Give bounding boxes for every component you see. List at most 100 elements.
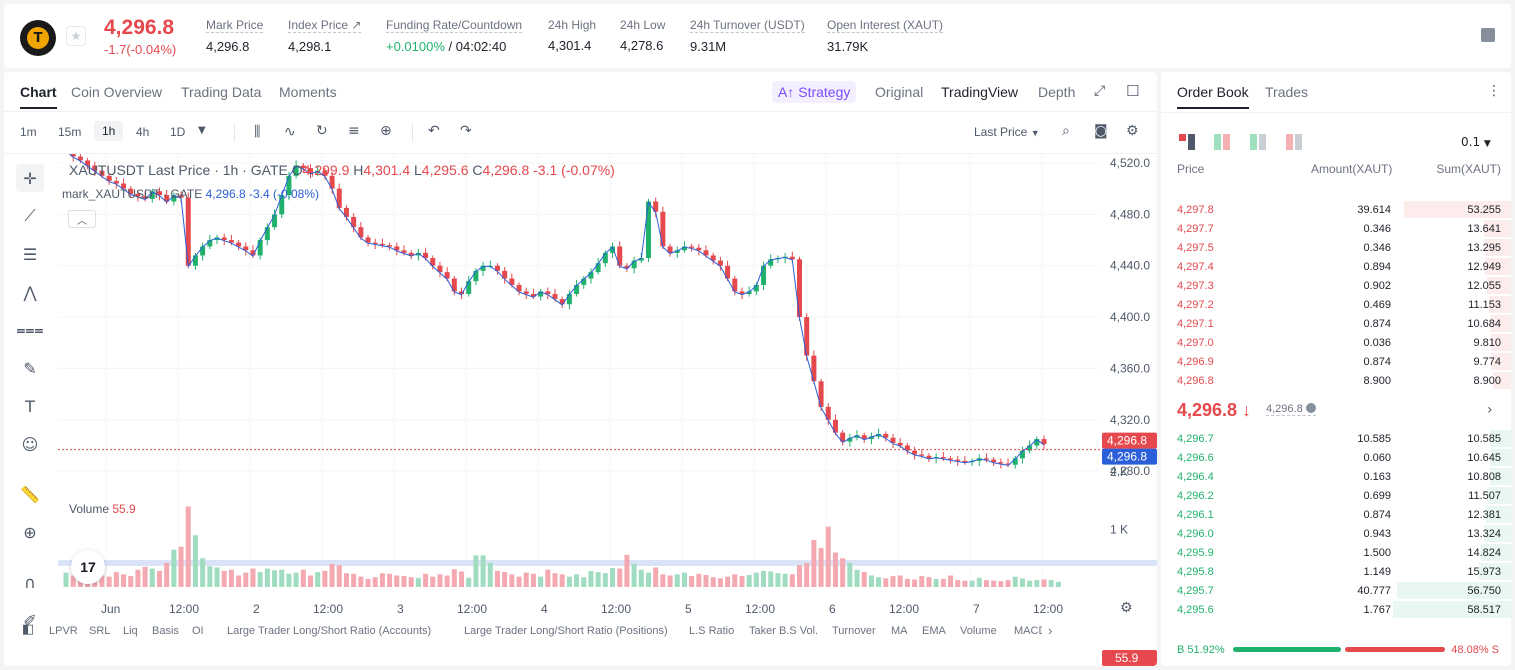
camera-icon[interactable]: ◙: [1094, 123, 1108, 139]
chart-settings-icon[interactable]: ◧: [22, 622, 35, 637]
bid-row[interactable]: 4,296.7 10.585 10.585: [1161, 429, 1511, 448]
tab-order-book[interactable]: Order Book: [1177, 84, 1249, 109]
trendline-icon[interactable]: ⟋: [24, 206, 36, 225]
bid-row[interactable]: 4,296.0 0.943 13.324: [1161, 524, 1511, 543]
ask-row[interactable]: 4,297.5 0.346 13.295: [1161, 238, 1511, 257]
expand-icon[interactable]: ⤢: [1094, 83, 1106, 99]
pattern-icon[interactable]: ⋀: [23, 282, 37, 302]
price-type-select[interactable]: Last Price ▼: [974, 125, 1040, 139]
candle-type-icon[interactable]: ⫼: [254, 124, 261, 140]
time-settings-icon[interactable]: ⚙: [1120, 600, 1133, 616]
text-icon[interactable]: T: [25, 396, 35, 416]
row-amount: 0.036: [1363, 337, 1391, 349]
ruler-icon[interactable]: 📏: [20, 484, 40, 504]
indicators-icon[interactable]: ∿: [284, 124, 296, 140]
bid-row[interactable]: 4,295.7 40.777 56.750: [1161, 581, 1511, 600]
volume-label: Volume: [69, 502, 110, 516]
bid-row[interactable]: 4,295.8 1.149 15.973: [1161, 562, 1511, 581]
indicator-turnover[interactable]: Turnover: [832, 625, 876, 637]
bid-row[interactable]: 4,295.9 1.500 14.824: [1161, 543, 1511, 562]
bid-row[interactable]: 4,296.2 0.699 11.507: [1161, 486, 1511, 505]
replay-icon[interactable]: ↻: [316, 123, 328, 139]
timeframe-1h[interactable]: 1h: [94, 121, 124, 141]
candle-body: [811, 355, 817, 382]
parallel-lines-icon[interactable]: ☰: [22, 244, 38, 264]
chevron-down-icon[interactable]: ▼: [198, 125, 206, 136]
timeframe-1d[interactable]: 1D: [170, 125, 186, 139]
tradingview-logo[interactable]: 17: [71, 550, 105, 584]
indicator-basis[interactable]: Basis: [152, 625, 179, 637]
candle-body: [667, 246, 673, 253]
ask-row[interactable]: 4,297.4 0.894 12.949: [1161, 257, 1511, 276]
indicator-liq[interactable]: Liq: [123, 625, 138, 637]
ask-row[interactable]: 4,297.3 0.902 12.055: [1161, 276, 1511, 295]
add-alert-icon[interactable]: ⊕: [380, 123, 392, 139]
tab-trades[interactable]: Trades: [1265, 84, 1309, 100]
stat-label[interactable]: 24h Turnover (USDT): [690, 18, 805, 33]
ask-row[interactable]: 4,297.8 39.614 53.255: [1161, 200, 1511, 219]
x-tick: 12:00: [313, 602, 344, 616]
window-icon[interactable]: ☐: [1126, 82, 1140, 100]
stat-label[interactable]: Open Interest (XAUT): [827, 18, 944, 33]
contract-info-icon[interactable]: [1481, 28, 1495, 42]
mode-split-icon[interactable]: [1214, 134, 1230, 150]
undo-icon[interactable]: ↶: [428, 123, 440, 139]
mode-asks-icon[interactable]: [1286, 134, 1302, 150]
collapse-legend-button[interactable]: ︿: [68, 210, 96, 228]
precision-select[interactable]: 0.1 ▼: [1461, 135, 1491, 149]
ask-row[interactable]: 4,297.1 0.874 10.684: [1161, 314, 1511, 333]
brush-icon[interactable]: ✎: [23, 358, 37, 378]
templates-icon[interactable]: ≡: [348, 123, 360, 139]
stat-label[interactable]: Mark Price: [206, 18, 264, 33]
search-icon[interactable]: ⌕: [1062, 123, 1070, 139]
more-icon[interactable]: ⋮: [1487, 83, 1501, 99]
mode-both-icon[interactable]: [1179, 134, 1195, 150]
timeframe-4h[interactable]: 4h: [136, 125, 150, 139]
chevron-right-icon[interactable]: ›: [1048, 623, 1053, 638]
mode-bids-icon[interactable]: [1250, 134, 1266, 150]
tab-moments[interactable]: Moments: [279, 84, 337, 100]
indicator-oi[interactable]: OI: [192, 625, 204, 637]
tab-coin-overview[interactable]: Coin Overview: [71, 84, 163, 100]
timeframe-15m[interactable]: 15m: [58, 125, 82, 139]
indicator-taker-vol[interactable]: Taker B.S Vol.: [749, 625, 819, 637]
strategy-button[interactable]: A↑ Strategy: [772, 81, 857, 103]
ask-row[interactable]: 4,297.7 0.346 13.641: [1161, 219, 1511, 238]
indicator-ema[interactable]: EMA: [922, 625, 946, 637]
crosshair-icon[interactable]: ✛: [16, 164, 44, 192]
view-tradingview[interactable]: TradingView: [941, 84, 1019, 100]
redo-icon[interactable]: ↷: [460, 123, 472, 139]
indicator-lt-positions[interactable]: Large Trader Long/Short Ratio (Positions…: [464, 625, 668, 637]
fib-icon[interactable]: ⩶: [16, 320, 44, 339]
view-depth[interactable]: Depth: [1038, 84, 1076, 100]
price-chart[interactable]: 4,520.0 4,480.0 4,440.0 4,400.0 4,360.0 4,320…: [58, 154, 1157, 666]
indicator-ls-ratio[interactable]: L.S Ratio: [689, 625, 735, 637]
stat-label[interactable]: Index Price ↗: [288, 18, 362, 33]
ask-row[interactable]: 4,297.2 0.469 11.153: [1161, 295, 1511, 314]
gear-icon[interactable]: ⚙: [1126, 123, 1139, 139]
indicator-srl[interactable]: SRL: [89, 625, 111, 637]
pencil-lock-icon[interactable]: ✐: [23, 610, 37, 630]
ask-row[interactable]: 4,296.9 0.874 9.774: [1161, 352, 1511, 371]
tab-trading-data[interactable]: Trading Data: [181, 84, 262, 100]
favorite-star-icon[interactable]: ★: [66, 26, 86, 46]
ask-row[interactable]: 4,296.8 8.900 8.900: [1161, 371, 1511, 390]
view-original[interactable]: Original: [875, 84, 924, 100]
tab-chart[interactable]: Chart: [20, 84, 57, 109]
indicator-ma[interactable]: MA: [891, 625, 908, 637]
bid-row[interactable]: 4,296.6 0.060 10.645: [1161, 448, 1511, 467]
indicator-volume[interactable]: Volume: [960, 625, 997, 637]
bid-row[interactable]: 4,295.6 1.767 58.517: [1161, 600, 1511, 619]
timeframe-1m[interactable]: 1m: [20, 125, 37, 139]
chevron-right-icon[interactable]: ›: [1487, 402, 1493, 418]
emoji-icon[interactable]: ☺: [21, 434, 39, 454]
ask-row[interactable]: 4,297.0 0.036 9.810: [1161, 333, 1511, 352]
indicator-macd[interactable]: MACD: [1014, 625, 1042, 637]
magnet-icon[interactable]: ∩: [24, 572, 36, 592]
bid-row[interactable]: 4,296.1 0.874 12.381: [1161, 505, 1511, 524]
stat-label[interactable]: Funding Rate/Countdown: [386, 18, 523, 33]
bid-row[interactable]: 4,296.4 0.163 10.808: [1161, 467, 1511, 486]
indicator-lt-accounts[interactable]: Large Trader Long/Short Ratio (Accounts): [227, 625, 432, 637]
indicator-lpvr[interactable]: LPVR: [49, 625, 78, 637]
zoom-in-icon[interactable]: ⊕: [23, 522, 37, 542]
